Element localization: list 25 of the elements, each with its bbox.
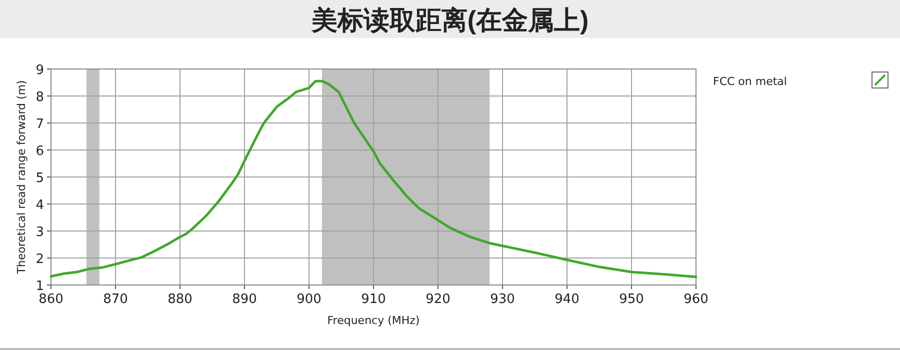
x-tick-label: 920 bbox=[426, 292, 450, 307]
y-tick-label: 4 bbox=[36, 198, 44, 213]
y-axis-title: Theoretical read range forward (m) bbox=[15, 80, 28, 275]
x-tick-label: 890 bbox=[232, 292, 257, 307]
x-tick-label: 950 bbox=[619, 292, 644, 307]
text: FCC on metal bbox=[713, 75, 787, 88]
y-tick-label: 2 bbox=[36, 252, 44, 267]
line-series bbox=[50, 80, 698, 278]
x-tick-label: 870 bbox=[103, 292, 128, 307]
x-tick-label: 880 bbox=[168, 292, 192, 307]
x-tick-label: 940 bbox=[554, 292, 580, 307]
y-tick-label: 5 bbox=[36, 171, 44, 186]
y-tick-label: 7 bbox=[36, 117, 44, 132]
y-tick-label: 3 bbox=[36, 225, 44, 240]
chart-title: 美标读取距离(在金属上) bbox=[310, 5, 589, 35]
y-tick-label: 8 bbox=[36, 90, 44, 105]
y-tick-label: 9 bbox=[36, 63, 44, 78]
x-tick-label: 930 bbox=[490, 292, 515, 307]
x-tick-label: 910 bbox=[361, 292, 386, 307]
x-tick-label: 960 bbox=[684, 292, 708, 307]
x-axis-title: Frequency (MHz) bbox=[327, 314, 420, 327]
y-tick-label: 1 bbox=[36, 279, 44, 294]
x-tick-label: 860 bbox=[38, 292, 64, 307]
x-tick-label: 900 bbox=[296, 292, 322, 307]
y-tick-label: 6 bbox=[36, 144, 44, 159]
